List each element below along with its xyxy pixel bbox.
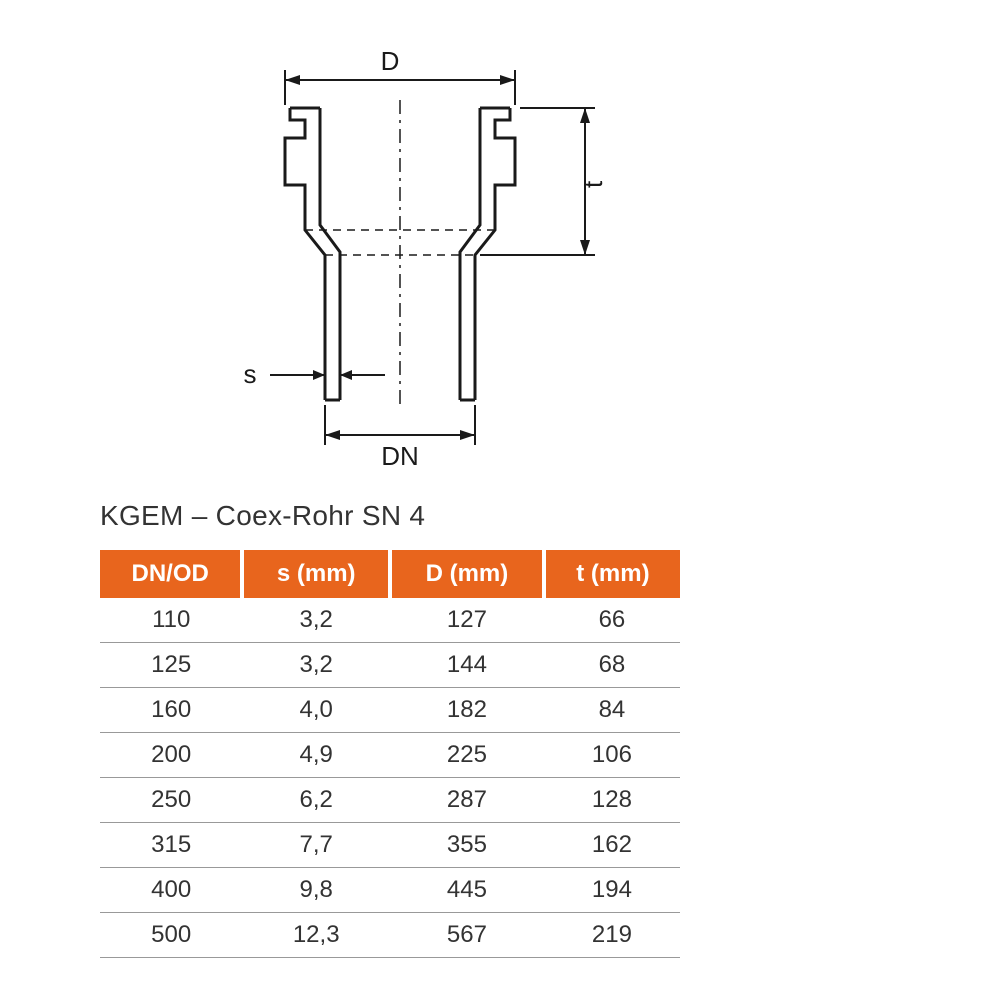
table-cell: 194	[544, 868, 680, 913]
col-dn-od: DN/OD	[100, 550, 242, 598]
table-cell: 9,8	[242, 868, 390, 913]
table-cell: 6,2	[242, 778, 390, 823]
label-s: s	[244, 359, 257, 389]
table-cell: 68	[544, 643, 680, 688]
table-cell: 3,2	[242, 598, 390, 643]
table-cell: 125	[100, 643, 242, 688]
table-row: 4009,8445194	[100, 868, 680, 913]
table-cell: 4,0	[242, 688, 390, 733]
col-t: t (mm)	[544, 550, 680, 598]
label-D: D	[381, 46, 400, 76]
table-cell: 287	[390, 778, 544, 823]
pipe-svg: D t	[150, 30, 750, 470]
table-cell: 567	[390, 913, 544, 958]
table-row: 1253,214468	[100, 643, 680, 688]
table-cell: 182	[390, 688, 544, 733]
table-row: 50012,3567219	[100, 913, 680, 958]
table-cell: 219	[544, 913, 680, 958]
table-cell: 162	[544, 823, 680, 868]
col-D: D (mm)	[390, 550, 544, 598]
table-title: KGEM – Coex-Rohr SN 4	[100, 500, 425, 532]
table-cell: 4,9	[242, 733, 390, 778]
col-s: s (mm)	[242, 550, 390, 598]
table-cell: 225	[390, 733, 544, 778]
table-cell: 84	[544, 688, 680, 733]
pipe-diagram: D t	[150, 30, 750, 470]
table-cell: 66	[544, 598, 680, 643]
table-cell: 160	[100, 688, 242, 733]
table-cell: 127	[390, 598, 544, 643]
table-cell: 128	[544, 778, 680, 823]
table-cell: 355	[390, 823, 544, 868]
table-cell: 110	[100, 598, 242, 643]
table-cell: 200	[100, 733, 242, 778]
table-row: 3157,7355162	[100, 823, 680, 868]
table-cell: 445	[390, 868, 544, 913]
table-header-row: DN/OD s (mm) D (mm) t (mm)	[100, 550, 680, 598]
table-cell: 12,3	[242, 913, 390, 958]
table-row: 2004,9225106	[100, 733, 680, 778]
table-row: 2506,2287128	[100, 778, 680, 823]
table-cell: 106	[544, 733, 680, 778]
table-cell: 144	[390, 643, 544, 688]
table-cell: 315	[100, 823, 242, 868]
table-cell: 400	[100, 868, 242, 913]
label-DN: DN	[381, 441, 419, 470]
table-cell: 500	[100, 913, 242, 958]
table-row: 1604,018284	[100, 688, 680, 733]
table-cell: 7,7	[242, 823, 390, 868]
table-cell: 3,2	[242, 643, 390, 688]
label-t: t	[578, 180, 608, 188]
spec-table: DN/OD s (mm) D (mm) t (mm) 1103,21276612…	[100, 550, 680, 958]
table-row: 1103,212766	[100, 598, 680, 643]
table-cell: 250	[100, 778, 242, 823]
